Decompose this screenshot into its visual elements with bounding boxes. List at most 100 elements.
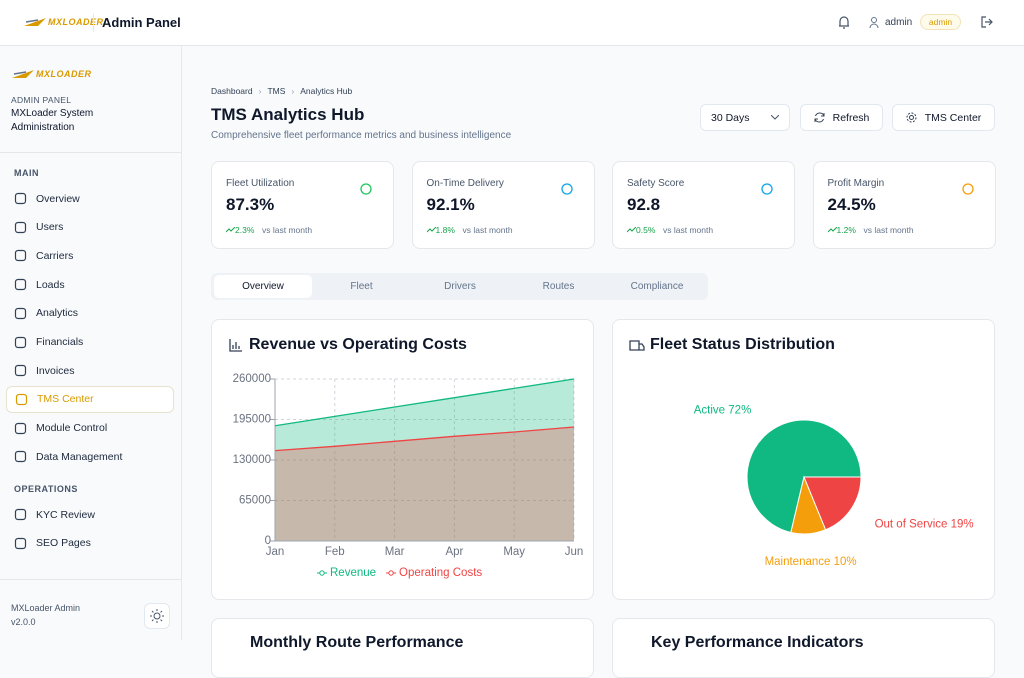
nav-item[interactable]: Overview <box>6 185 174 212</box>
page-title: TMS Analytics Hub <box>211 105 365 124</box>
kpi-icon <box>360 183 372 195</box>
y-tick-label: 0 <box>265 535 271 547</box>
refresh-button[interactable]: Refresh <box>800 104 883 131</box>
section-title: MAIN <box>14 168 39 178</box>
nav-label: KYC Review <box>36 508 95 521</box>
sidebar-label: ADMIN PANEL <box>11 95 72 105</box>
divider <box>93 14 94 32</box>
kpi-note: vs last month <box>462 225 513 235</box>
nav-label: Analytics <box>36 307 79 320</box>
nav-item[interactable]: Financials <box>6 329 174 356</box>
kpi-label: Safety Score <box>627 178 685 189</box>
breadcrumb-separator: › <box>291 86 295 96</box>
range-text: 30 Days <box>711 111 750 124</box>
icon <box>14 336 27 348</box>
kpi-label: Fleet Utilization <box>226 178 295 189</box>
nav-label: Overview <box>36 192 80 205</box>
x-tick-label: Jun <box>565 546 584 558</box>
icon <box>14 250 27 262</box>
chart-icon <box>229 339 242 352</box>
icon-shape <box>14 221 27 233</box>
user-icon <box>869 17 879 28</box>
legend-label: Operating Costs <box>399 567 482 579</box>
kpi-card: Safety Score 92.8 0.5% vs last month <box>612 161 795 249</box>
icon-shape <box>961 183 974 195</box>
x-tick-label: Apr <box>445 546 463 558</box>
icon <box>15 393 28 405</box>
kpi-card: Fleet Utilization 87.3% 2.3% vs last month <box>211 161 394 249</box>
kpi-icon <box>761 183 773 195</box>
legend-marker <box>319 570 325 576</box>
tab[interactable]: Drivers <box>444 281 476 292</box>
nav-label: SEO Pages <box>36 537 91 550</box>
tms-center-text: TMS Center <box>924 111 982 124</box>
fleet-card: Fleet Status Distribution Active 72% Maint… <box>612 319 995 600</box>
icon-shape <box>14 537 27 549</box>
icon-shape <box>360 183 372 195</box>
icon-shape <box>560 183 573 195</box>
x-tick-label: Mar <box>385 546 405 558</box>
nav-item[interactable]: Carriers <box>6 242 174 269</box>
tab[interactable]: Routes <box>542 281 575 292</box>
kpi-change-text: 1.8% <box>435 225 455 235</box>
breadcrumb-item: Analytics Hub <box>300 86 353 96</box>
icon <box>14 192 27 205</box>
icon-shape <box>14 336 27 348</box>
kpi-change: 1.8% <box>426 225 455 235</box>
route-card: Monthly Route Performance <box>211 618 594 678</box>
range-select[interactable]: 30 Days <box>700 104 790 131</box>
nav-item[interactable]: KYC Review <box>6 501 174 528</box>
tms-center-button[interactable]: TMS Center <box>892 104 995 131</box>
user-name[interactable]: admin <box>885 17 913 28</box>
chart-icon <box>629 340 645 351</box>
nav-item[interactable]: Module Control <box>6 415 174 442</box>
icon <box>14 537 27 549</box>
icon-shape <box>14 278 27 291</box>
nav-item[interactable]: Data Management <box>6 443 174 470</box>
y-tick-label: 260000 <box>233 373 271 385</box>
nav-label: Module Control <box>36 422 108 435</box>
nav-item[interactable]: Analytics <box>6 300 174 327</box>
kpi-change-text: 0.5% <box>636 225 656 235</box>
pie-chart: Fleet Status Distribution Active 72% Maint… <box>629 336 974 568</box>
x-tick-label: Feb <box>325 546 345 558</box>
kpi-note: vs last month <box>663 225 714 235</box>
logo-mark <box>12 70 34 78</box>
kpi-change: 1.2% <box>827 225 856 235</box>
nav-item[interactable]: Invoices <box>6 357 174 384</box>
nav-item[interactable]: Users <box>6 214 174 241</box>
icon-shape <box>14 422 27 434</box>
icon-shape <box>14 192 27 205</box>
theme-toggle[interactable] <box>144 603 170 629</box>
area <box>275 426 574 541</box>
nav-item[interactable]: SEO Pages <box>6 530 174 557</box>
sun-icon <box>150 609 164 623</box>
footer-version: v2.0.0 <box>11 617 36 627</box>
section-title: OPERATIONS <box>14 484 78 494</box>
tab[interactable]: Fleet <box>350 281 373 292</box>
bell-icon[interactable] <box>837 15 851 30</box>
chart-title: Fleet Status Distribution <box>650 336 835 353</box>
icon <box>14 278 27 291</box>
tab[interactable]: Compliance <box>630 281 684 292</box>
kpi-value: 92.8 <box>627 195 661 214</box>
kpi-change-text: 2.3% <box>235 225 255 235</box>
logo-mark <box>24 18 46 26</box>
system-name: MXLoader System Administration <box>11 108 94 133</box>
nav-item[interactable]: Loads <box>6 271 174 298</box>
x-tick-label: Jan <box>266 546 285 558</box>
divider <box>0 152 182 153</box>
nav-label: Invoices <box>36 364 75 377</box>
y-tick-label: 65000 <box>239 495 271 507</box>
legend-marker <box>388 570 394 576</box>
footer-name: MXLoader Admin <box>11 603 81 613</box>
tab[interactable]: Overview <box>214 275 312 298</box>
card-title: Monthly Route Performance <box>250 634 464 651</box>
logout-icon[interactable] <box>981 16 993 28</box>
nav-item[interactable]: TMS Center <box>6 385 174 413</box>
header: MXLOADER Admin Panel admin admin <box>0 0 1024 46</box>
slice-label: Active 72% <box>694 404 752 416</box>
kpi-icon <box>961 183 974 195</box>
trend-icon <box>225 226 236 233</box>
